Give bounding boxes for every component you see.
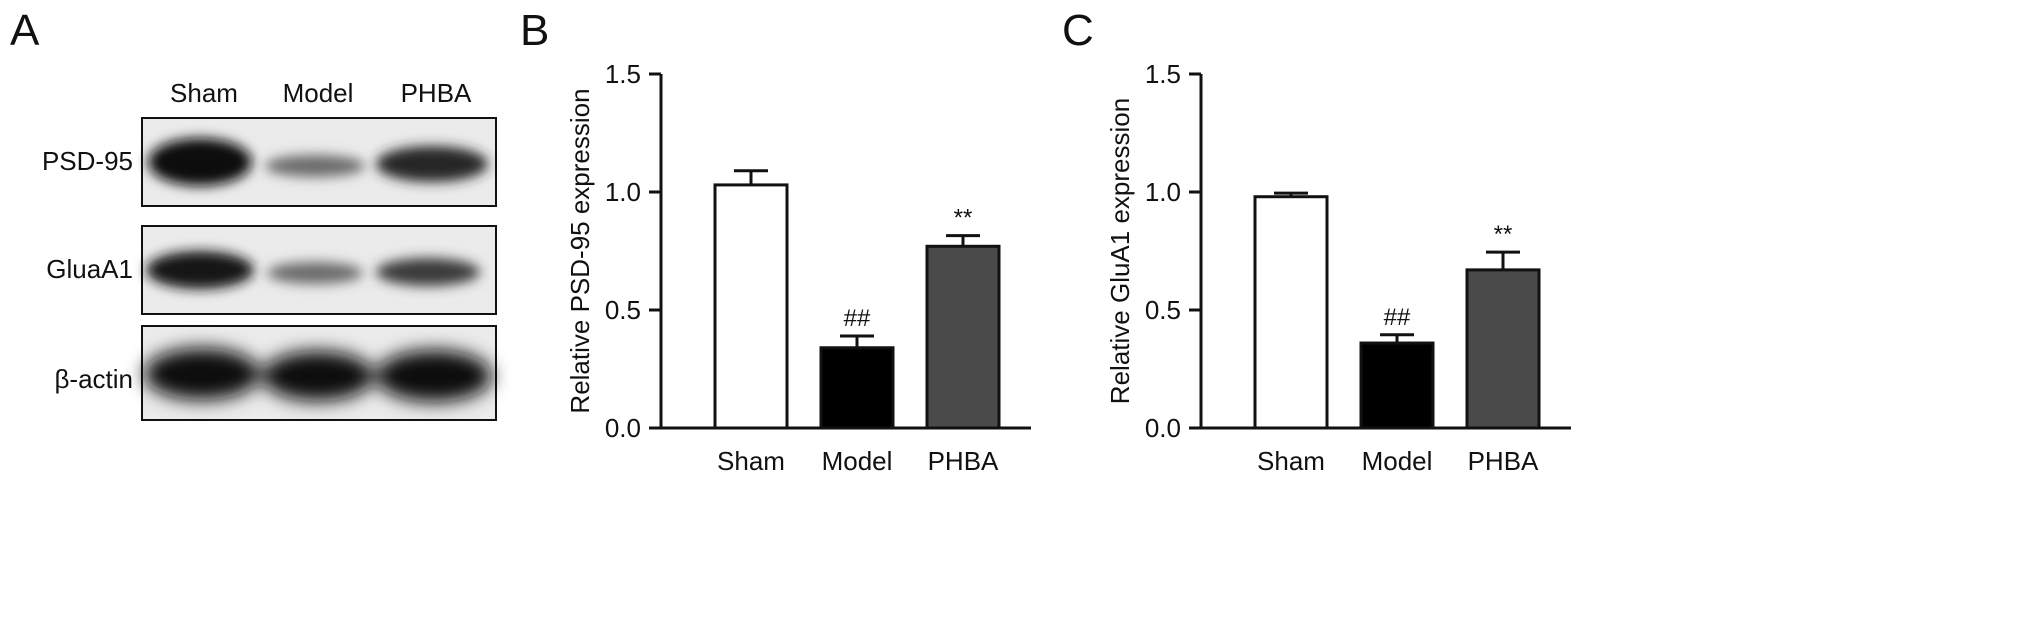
glua1-significance-model: ##	[1384, 304, 1411, 331]
glua1-bar-sham	[1253, 195, 1329, 430]
psd95-significance-model: ##	[844, 305, 871, 332]
glua1-x-tick-label-sham: Sham	[1257, 446, 1325, 476]
psd95-significance-phba: **	[954, 205, 973, 232]
blot-strip-psd95	[141, 117, 497, 207]
glua1-significance-phba: **	[1494, 221, 1513, 248]
glua1-y-tick-label: 1.0	[1145, 177, 1181, 207]
blot-strip-glua1	[141, 225, 497, 315]
glua1-y-tick-label: 1.5	[1145, 59, 1181, 89]
glua1-bar-model	[1359, 341, 1435, 430]
lane-label-model: Model	[283, 78, 354, 108]
psd95-y-tick-label: 1.5	[605, 59, 641, 89]
row-label-psd95: PSD-95	[42, 146, 133, 176]
panel-label-b: B	[520, 6, 550, 55]
psd95-y-axis-label: Relative PSD-95 expression	[565, 88, 595, 413]
lane-label-sham: Sham	[170, 78, 238, 108]
glua1-x-tick-label-phba: PHBA	[1468, 446, 1539, 476]
panel-label-a: A	[10, 6, 40, 55]
psd95-x-tick-label-model: Model	[822, 446, 893, 476]
glua1-bar-chart: 0.0 0.5 1.0 1.5 Relative GluA1 expression Sha…	[1105, 59, 1571, 476]
lane-label-phba: PHBA	[401, 78, 472, 108]
psd95-y-tick-label: 0.5	[605, 295, 641, 325]
row-label-glua1: GluaA1	[46, 254, 133, 284]
glua1-y-tick-label: 0.5	[1145, 295, 1181, 325]
glua1-bar-phba	[1465, 268, 1541, 430]
row-label-beta-actin: β-actin	[54, 364, 133, 394]
psd95-bar-model	[819, 346, 895, 430]
psd95-bar-sham	[713, 183, 789, 430]
psd95-y-tick-label: 1.0	[605, 177, 641, 207]
glua1-x-tick-label-model: Model	[1362, 446, 1433, 476]
psd95-x-tick-label-phba: PHBA	[928, 446, 999, 476]
blot-strip-beta-actin	[141, 325, 497, 421]
psd95-x-tick-label-sham: Sham	[717, 446, 785, 476]
panel-label-c: C	[1062, 6, 1094, 55]
psd95-bar-phba	[925, 244, 1001, 430]
psd95-y-tick-label: 0.0	[605, 413, 641, 443]
western-blot-panel: Sham Model PHBA PSD-95 GluaA1 β-actin	[42, 78, 497, 421]
glua1-y-tick-label: 0.0	[1145, 413, 1181, 443]
psd95-bar-chart: 0.0 0.5 1.0 1.5 Relative PSD-95 expression Sh…	[565, 59, 1031, 476]
glua1-y-axis-label: Relative GluA1 expression	[1105, 98, 1135, 404]
